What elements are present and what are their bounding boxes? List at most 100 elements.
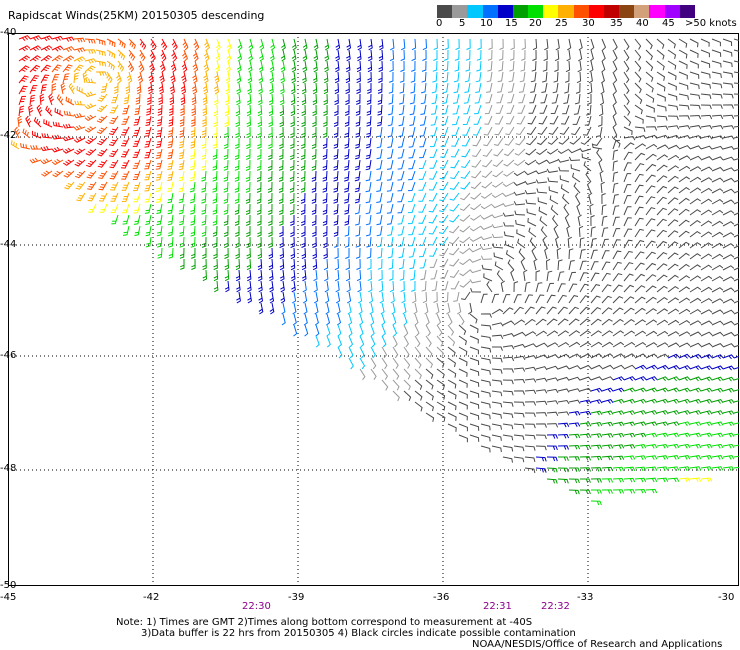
- wind-barb: [579, 330, 591, 337]
- wind-barb: [279, 236, 284, 249]
- wind-barb: [601, 455, 614, 461]
- wind-barb: [237, 49, 243, 62]
- wind-barb: [280, 280, 285, 293]
- wind-barb: [62, 55, 75, 62]
- wind-barb: [290, 258, 296, 271]
- wind-barb: [601, 38, 607, 51]
- wind-barb: [387, 126, 394, 138]
- wind-barb: [623, 115, 632, 127]
- wind-barb: [656, 125, 669, 130]
- wind-barb: [376, 214, 383, 226]
- wind-barb: [356, 269, 362, 282]
- wind-barb: [247, 291, 252, 304]
- wind-barb: [257, 137, 262, 149]
- wind-barb: [667, 219, 679, 227]
- wind-barb: [517, 104, 526, 114]
- wind-barb: [226, 60, 231, 73]
- wind-barb: [590, 478, 602, 483]
- wind-barb: [436, 379, 445, 390]
- wind-barb: [563, 93, 570, 104]
- colorbar-label: >50 knots: [685, 18, 737, 29]
- wind-barb: [398, 258, 405, 270]
- wind-barb: [558, 137, 570, 145]
- wind-barb: [678, 275, 690, 282]
- wind-barb: [601, 421, 614, 427]
- wind-barb: [201, 148, 207, 160]
- wind-barb: [202, 104, 208, 117]
- wind-barb: [234, 181, 240, 193]
- wind-barb-canvas: [8, 33, 739, 586]
- wind-barb: [334, 71, 340, 84]
- wind-barb: [376, 159, 383, 170]
- wind-barb: [551, 93, 559, 104]
- wind-barb: [323, 71, 329, 84]
- wind-barb: [601, 341, 614, 348]
- wind-barb: [667, 38, 676, 49]
- wind-barb: [157, 236, 163, 248]
- wind-barb: [453, 291, 460, 302]
- lat-label: -48: [0, 463, 17, 474]
- wind-barb: [267, 159, 273, 171]
- wind-barb: [414, 379, 423, 390]
- wind-barb: [403, 324, 409, 337]
- wind-barb: [700, 297, 713, 304]
- wind-barb: [279, 225, 284, 237]
- wind-barb: [370, 357, 377, 370]
- wind-barb: [201, 126, 207, 138]
- wind-barb: [134, 225, 141, 236]
- wind-barb: [348, 357, 354, 370]
- wind-barb: [312, 93, 318, 106]
- wind-barb: [557, 433, 570, 439]
- wind-barb: [579, 433, 592, 439]
- wind-barb: [458, 379, 468, 388]
- wind-barb: [121, 115, 130, 125]
- wind-barb: [575, 82, 581, 94]
- wind-barb: [601, 284, 612, 293]
- wind-barb: [480, 313, 492, 318]
- wind-barb: [40, 64, 51, 73]
- wind-barb: [634, 195, 644, 205]
- wind-barb: [128, 38, 136, 50]
- wind-barb: [424, 302, 429, 315]
- wind-barb: [268, 149, 273, 160]
- wind-barb: [223, 170, 229, 182]
- wind-barb: [590, 399, 603, 404]
- wind-barb: [381, 335, 387, 348]
- wind-barb: [397, 159, 405, 170]
- wind-barb: [524, 159, 537, 166]
- wind-barb: [623, 455, 636, 461]
- wind-barb: [212, 148, 218, 160]
- wind-barb: [517, 238, 526, 249]
- wind-barb: [634, 455, 647, 460]
- wind-barb: [700, 135, 713, 140]
- wind-barb: [359, 335, 365, 348]
- wind-barb: [322, 203, 328, 215]
- wind-barb: [587, 94, 592, 105]
- wind-barb: [133, 126, 141, 137]
- wind-barb: [311, 181, 317, 193]
- wind-barb: [425, 346, 433, 358]
- colorbar-label: 0: [436, 18, 443, 29]
- wind-barb: [178, 148, 185, 160]
- wind-barb: [601, 60, 606, 73]
- wind-barb: [301, 269, 307, 282]
- wind-barb: [462, 126, 471, 136]
- wind-barb: [590, 410, 603, 416]
- wind-barb: [420, 104, 427, 115]
- wind-barb: [563, 203, 570, 216]
- wind-barb: [398, 126, 405, 137]
- wind-barb: [428, 203, 438, 213]
- wind-barb: [354, 203, 361, 215]
- wind-barb: [568, 388, 581, 393]
- wind-barb: [259, 38, 265, 51]
- wind-barb: [313, 269, 318, 282]
- wind-barb: [121, 181, 130, 191]
- wind-barb: [463, 104, 471, 115]
- wind-barb: [167, 170, 174, 181]
- wind-barb: [536, 148, 548, 156]
- wind-barb: [268, 203, 273, 215]
- wind-barb: [513, 456, 525, 463]
- wind-barb: [722, 125, 735, 130]
- wind-barb: [487, 49, 493, 61]
- wind-barb: [645, 196, 656, 205]
